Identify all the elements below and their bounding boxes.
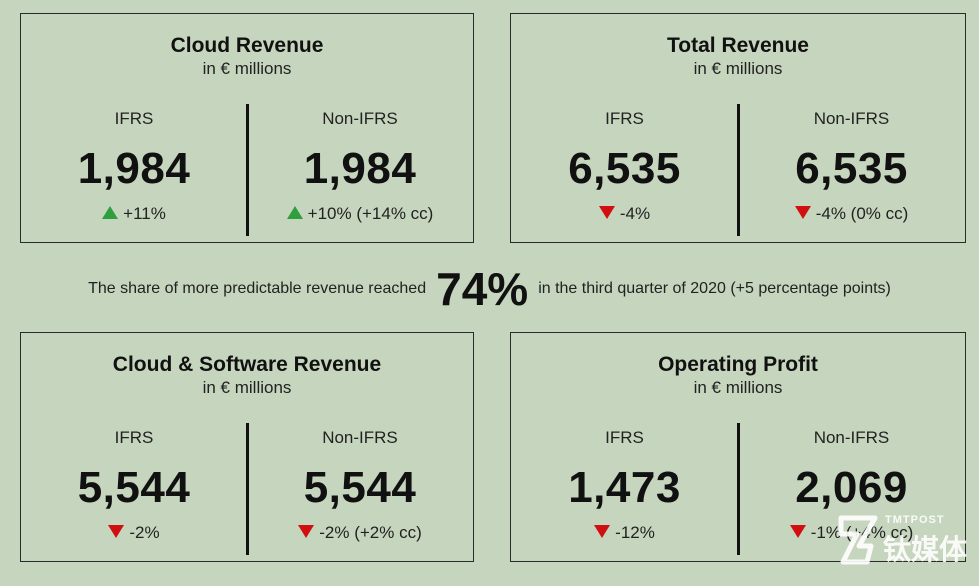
ifrs-column: IFRS 5,544 -2% <box>21 333 247 561</box>
column-label: Non-IFRS <box>322 428 398 447</box>
metric-value: 2,069 <box>795 463 908 512</box>
change-text: -12% <box>615 523 655 542</box>
change-indicator: -4% (0% cc) <box>738 204 965 224</box>
change-text: -1% (+4% cc) <box>810 523 914 542</box>
total-revenue-card: Total Revenue in € millions IFRS 6,535 -… <box>510 13 966 243</box>
metric-value: 1,984 <box>77 144 191 193</box>
ifrs-column: IFRS 1,984 +11% <box>21 14 247 242</box>
non-ifrs-column: Non-IFRS 2,069 -1% (+4% cc) <box>738 333 965 561</box>
triangle-down-icon <box>594 525 611 539</box>
change-indicator: -2% <box>21 523 247 543</box>
non-ifrs-column: Non-IFRS 1,984 +10% (+14% cc) <box>247 14 473 242</box>
card-title: Total Revenue <box>667 34 809 57</box>
metric-value: 6,535 <box>795 144 908 193</box>
change-text: -2% <box>129 523 160 542</box>
triangle-down-icon <box>108 525 125 539</box>
column-label: Non-IFRS <box>813 428 890 447</box>
cloud-revenue-card: Cloud Revenue in € millions IFRS 1,984 +… <box>20 13 474 243</box>
predictable-revenue-statement: The share of more predictable revenue re… <box>0 262 979 318</box>
card-subtitle: in € millions <box>693 59 783 78</box>
column-divider <box>245 104 249 236</box>
column-divider <box>736 423 740 555</box>
column-label: IFRS <box>605 109 644 128</box>
triangle-down-icon <box>298 525 315 539</box>
predictable-share-value: 74% <box>436 263 529 315</box>
cloud-software-revenue-card: Cloud & Software Revenue in € millions I… <box>20 332 474 562</box>
tmtpost-logo-icon <box>838 515 878 565</box>
metric-value: 5,544 <box>303 463 417 512</box>
column-divider <box>736 104 740 236</box>
column-label: Non-IFRS <box>322 109 398 128</box>
column-label: IFRS <box>114 109 154 128</box>
triangle-up-icon <box>286 206 303 220</box>
change-indicator: -4% <box>511 204 738 224</box>
card-title: Cloud Revenue <box>170 34 324 57</box>
operating-profit-card: Operating Profit in € millions IFRS 1,47… <box>510 332 966 562</box>
metric-value: 1,984 <box>303 144 417 193</box>
statement-suffix: in the third quarter of 2020 (+5 percent… <box>538 280 891 297</box>
ifrs-column: IFRS 1,473 -12% <box>511 333 738 561</box>
change-indicator: -1% (+4% cc) <box>738 523 965 543</box>
change-text: -2% (+2% cc) <box>319 523 422 542</box>
change-indicator: +10% (+14% cc) <box>247 204 473 224</box>
change-indicator: -12% <box>511 523 738 543</box>
watermark-small-text: TMTPOST <box>885 514 945 526</box>
triangle-down-icon <box>789 525 806 539</box>
non-ifrs-column: Non-IFRS 5,544 -2% (+2% cc) <box>247 333 473 561</box>
metric-value: 1,473 <box>568 463 681 512</box>
card-subtitle: in € millions <box>693 378 783 397</box>
statement-prefix: The share of more predictable revenue re… <box>88 280 427 297</box>
change-text: -4% (0% cc) <box>815 204 909 223</box>
card-subtitle: in € millions <box>202 378 292 397</box>
metric-value: 6,535 <box>568 144 681 193</box>
change-indicator: +11% <box>21 204 247 224</box>
column-divider <box>245 423 249 555</box>
tmtpost-watermark: TMTPOST 钛媒体 <box>837 510 967 572</box>
metric-value: 5,544 <box>77 463 191 512</box>
card-title: Operating Profit <box>658 353 818 376</box>
triangle-down-icon <box>794 206 811 220</box>
watermark-big-text: 钛媒体 <box>883 534 968 565</box>
column-label: Non-IFRS <box>813 109 890 128</box>
triangle-up-icon <box>102 206 119 220</box>
column-label: IFRS <box>114 428 154 447</box>
change-indicator: -2% (+2% cc) <box>247 523 473 543</box>
card-title: Cloud & Software Revenue <box>112 353 382 376</box>
change-text: +10% (+14% cc) <box>307 204 434 223</box>
change-text: +11% <box>123 204 166 223</box>
triangle-down-icon <box>598 206 615 220</box>
ifrs-column: IFRS 6,535 -4% <box>511 14 738 242</box>
non-ifrs-column: Non-IFRS 6,535 -4% (0% cc) <box>738 14 965 242</box>
column-label: IFRS <box>605 428 644 447</box>
change-text: -4% <box>619 204 651 223</box>
card-subtitle: in € millions <box>202 59 292 78</box>
